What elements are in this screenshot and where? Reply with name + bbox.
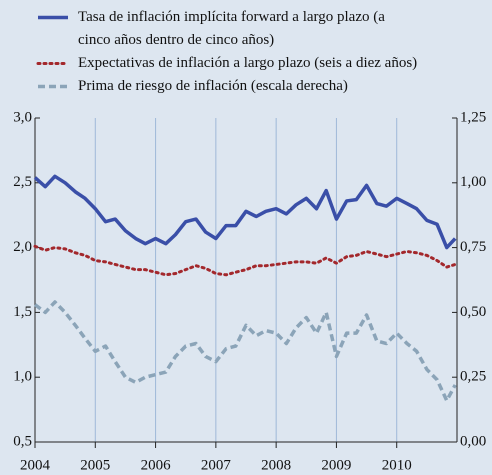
x-tick-label: 2006 <box>141 457 172 473</box>
x-tick-label: 2007 <box>201 457 232 473</box>
y-tick-label: 1,5 <box>13 304 32 320</box>
legend-label: Expectativas de inflación a largo plazo … <box>78 55 418 71</box>
x-tick-label: 2010 <box>382 457 412 473</box>
series-line <box>33 300 457 403</box>
y2-tick-label: 0,75 <box>460 239 486 255</box>
y-tick-label: 2,5 <box>13 174 32 190</box>
x-tick-label: 2008 <box>261 457 291 473</box>
series-line <box>33 244 457 277</box>
x-tick-label: 2009 <box>321 457 351 473</box>
x-tick-label: 2004 <box>20 457 51 473</box>
y2-tick-label: 0,00 <box>460 433 486 449</box>
y-tick-label: 2,0 <box>13 239 32 255</box>
y2-tick-label: 1,00 <box>460 174 486 190</box>
y-tick-label: 0,5 <box>13 433 32 449</box>
y2-tick-label: 1,25 <box>460 109 486 125</box>
legend-label: Prima de riesgo de inflación (escala der… <box>78 78 348 94</box>
y2-tick-label: 0,25 <box>460 369 486 385</box>
legend-label: Tasa de inflación implícita forward a la… <box>78 9 385 48</box>
y-tick-label: 3,0 <box>13 109 32 125</box>
y2-tick-label: 0,50 <box>460 304 486 320</box>
series-line <box>33 174 457 250</box>
x-tick-label: 2005 <box>80 457 110 473</box>
y-tick-label: 1,0 <box>13 369 32 385</box>
